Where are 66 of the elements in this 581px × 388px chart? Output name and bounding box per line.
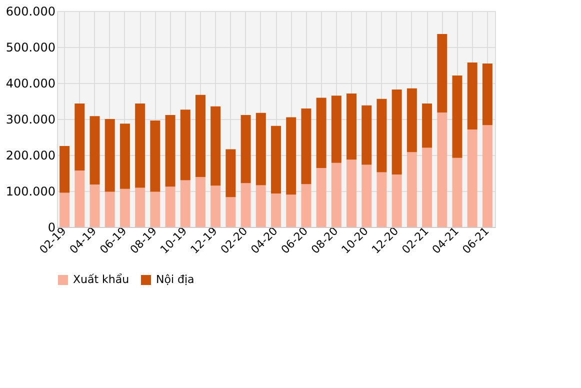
bar — [74, 104, 85, 170]
bar — [346, 160, 357, 227]
bar — [376, 172, 387, 227]
bar — [482, 64, 492, 126]
bar — [437, 112, 448, 227]
bar — [301, 184, 312, 227]
bar — [226, 149, 236, 198]
bar — [271, 126, 281, 194]
bar — [104, 119, 115, 192]
bar — [467, 62, 478, 130]
bar — [256, 112, 266, 186]
bar — [362, 164, 372, 227]
bar — [195, 94, 206, 177]
bar — [392, 89, 402, 174]
bar — [135, 188, 146, 227]
bar — [150, 192, 160, 227]
bar — [362, 105, 372, 165]
bar — [316, 168, 326, 227]
bar — [226, 197, 236, 227]
bar — [90, 184, 100, 227]
bar — [60, 146, 70, 193]
bar — [392, 174, 402, 227]
bar — [165, 115, 176, 187]
y-tick-label: 400.000 — [6, 76, 56, 90]
legend-label: Nội địa — [156, 273, 194, 286]
bar — [406, 152, 417, 227]
bar — [104, 192, 115, 227]
bar — [240, 183, 251, 227]
bar — [422, 148, 432, 227]
bar — [316, 98, 326, 168]
bar — [60, 192, 70, 227]
bar — [135, 104, 146, 188]
bar — [195, 176, 206, 227]
bar — [331, 96, 342, 163]
bar — [286, 117, 296, 195]
bar — [240, 115, 251, 184]
y-tick-label: 100.000 — [6, 184, 56, 198]
bar — [467, 129, 478, 227]
y-tick-label: 200.000 — [6, 148, 56, 162]
bar — [406, 88, 417, 152]
bar — [210, 186, 221, 227]
bar — [482, 125, 492, 227]
y-tick-label: 300.000 — [6, 112, 56, 126]
bar — [74, 170, 85, 227]
bar — [452, 158, 462, 227]
bar — [437, 34, 448, 113]
bar — [452, 75, 462, 158]
bar — [120, 124, 130, 189]
bar — [286, 194, 296, 227]
bar — [331, 162, 342, 227]
bar — [210, 106, 221, 186]
bar — [165, 186, 176, 227]
bar — [180, 180, 190, 227]
bar — [376, 98, 387, 172]
y-tick-label: 600.000 — [6, 4, 56, 18]
bar — [150, 120, 160, 192]
bar — [271, 194, 281, 227]
bar — [120, 188, 130, 227]
bar — [90, 116, 100, 185]
legend-label: Xuất khẩu — [73, 273, 130, 286]
bar — [422, 104, 432, 148]
y-tick-label: 500.000 — [6, 40, 56, 54]
bar — [301, 108, 312, 184]
bar — [256, 185, 266, 227]
bar — [180, 110, 190, 180]
bar — [346, 93, 357, 160]
